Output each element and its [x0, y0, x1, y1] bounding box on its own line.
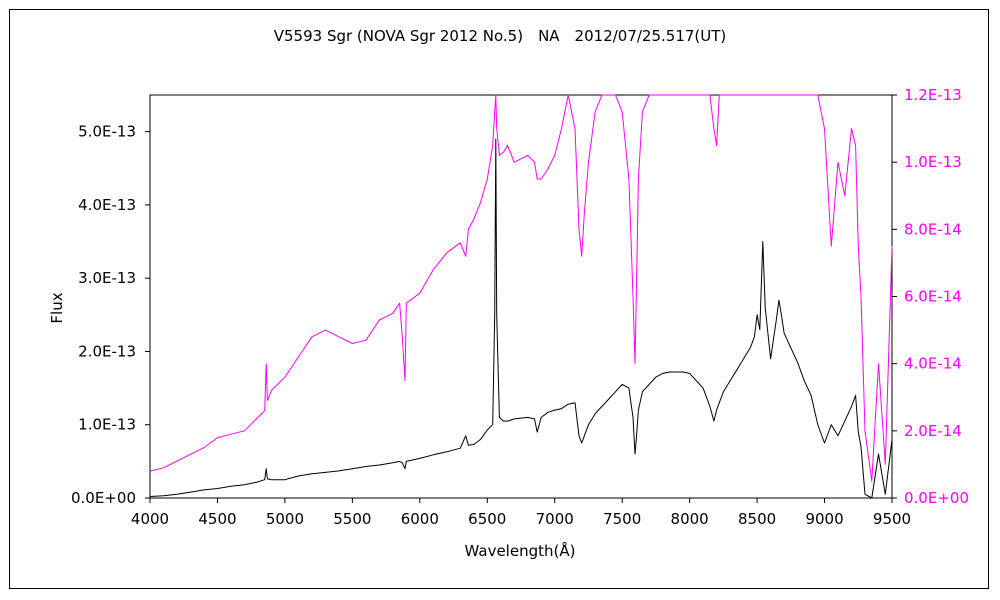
plot-area	[149, 94, 893, 499]
x-tick-label: 8000	[671, 510, 709, 528]
x-axis-label: Wavelength(Å)	[465, 541, 576, 560]
y-right-tick-label: 8.0E-14	[904, 220, 962, 238]
x-tick-label: 5500	[333, 510, 371, 528]
x-axis: 4000 4500 5000 5500 6000 6500 7000 7500 8000 8500…	[131, 498, 911, 528]
series-line-black	[149, 138, 893, 499]
series-line-magenta	[149, 94, 893, 482]
x-tick-label: 6000	[401, 510, 439, 528]
y-right-tick-label: 1.2E-13	[904, 86, 962, 104]
series-layer	[149, 94, 893, 499]
x-tick-label: 7500	[603, 510, 641, 528]
y-right-tick-label: 6.0E-14	[904, 288, 962, 306]
y-axis-right: 0.0E+00 2.0E-14 4.0E-14 6.0E-14 8.0E-14 1.0E-…	[892, 86, 969, 507]
y-left-tick-label: 2.0E-13	[78, 342, 136, 360]
y-axis-left: 0.0E+00 1.0E-13 2.0E-13 3.0E-13 4.0E-13 5.0E-…	[71, 123, 150, 507]
x-tick-label: 9000	[805, 510, 843, 528]
y-left-tick-label: 3.0E-13	[78, 269, 136, 287]
y-left-tick-label: 5.0E-13	[78, 123, 136, 141]
y-right-tick-label: 2.0E-14	[904, 422, 962, 440]
y-left-tick-label: 4.0E-13	[78, 196, 136, 214]
y-right-tick-label: 1.0E-13	[904, 153, 962, 171]
x-tick-label: 4500	[198, 510, 236, 528]
x-tick-label: 5000	[266, 510, 304, 528]
y-right-tick-label: 0.0E+00	[904, 489, 969, 507]
y-left-tick-label: 1.0E-13	[78, 416, 136, 434]
chart-frame	[9, 9, 989, 589]
x-tick-label: 7000	[536, 510, 574, 528]
chart-title: V5593 Sgr (NOVA Sgr 2012 No.5) NA 2012/0…	[274, 27, 727, 45]
x-tick-label: 9500	[873, 510, 911, 528]
x-tick-label: 8500	[738, 510, 776, 528]
x-tick-label: 6500	[468, 510, 506, 528]
x-tick-label: 4000	[131, 510, 169, 528]
y-left-tick-label: 0.0E+00	[71, 489, 136, 507]
y-right-tick-label: 4.0E-14	[904, 355, 962, 373]
y-axis-label: Flux	[48, 292, 66, 323]
